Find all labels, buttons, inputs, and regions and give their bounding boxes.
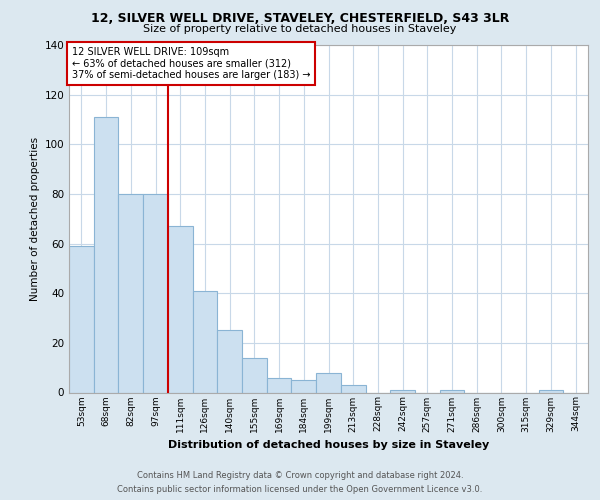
- Bar: [143, 194, 168, 392]
- Bar: [390, 390, 415, 392]
- Bar: [292, 380, 316, 392]
- X-axis label: Distribution of detached houses by size in Staveley: Distribution of detached houses by size …: [168, 440, 489, 450]
- Bar: [217, 330, 242, 392]
- Bar: [193, 290, 217, 392]
- Text: Contains HM Land Registry data © Crown copyright and database right 2024.
Contai: Contains HM Land Registry data © Crown c…: [118, 472, 482, 494]
- Text: Size of property relative to detached houses in Staveley: Size of property relative to detached ho…: [143, 24, 457, 34]
- Bar: [316, 372, 341, 392]
- Bar: [267, 378, 292, 392]
- Bar: [242, 358, 267, 392]
- Bar: [341, 385, 365, 392]
- Bar: [94, 117, 118, 392]
- Bar: [168, 226, 193, 392]
- Text: 12, SILVER WELL DRIVE, STAVELEY, CHESTERFIELD, S43 3LR: 12, SILVER WELL DRIVE, STAVELEY, CHESTER…: [91, 12, 509, 26]
- Bar: [69, 246, 94, 392]
- Bar: [539, 390, 563, 392]
- Bar: [118, 194, 143, 392]
- Bar: [440, 390, 464, 392]
- Y-axis label: Number of detached properties: Number of detached properties: [30, 136, 40, 301]
- Text: 12 SILVER WELL DRIVE: 109sqm
← 63% of detached houses are smaller (312)
37% of s: 12 SILVER WELL DRIVE: 109sqm ← 63% of de…: [71, 46, 310, 80]
